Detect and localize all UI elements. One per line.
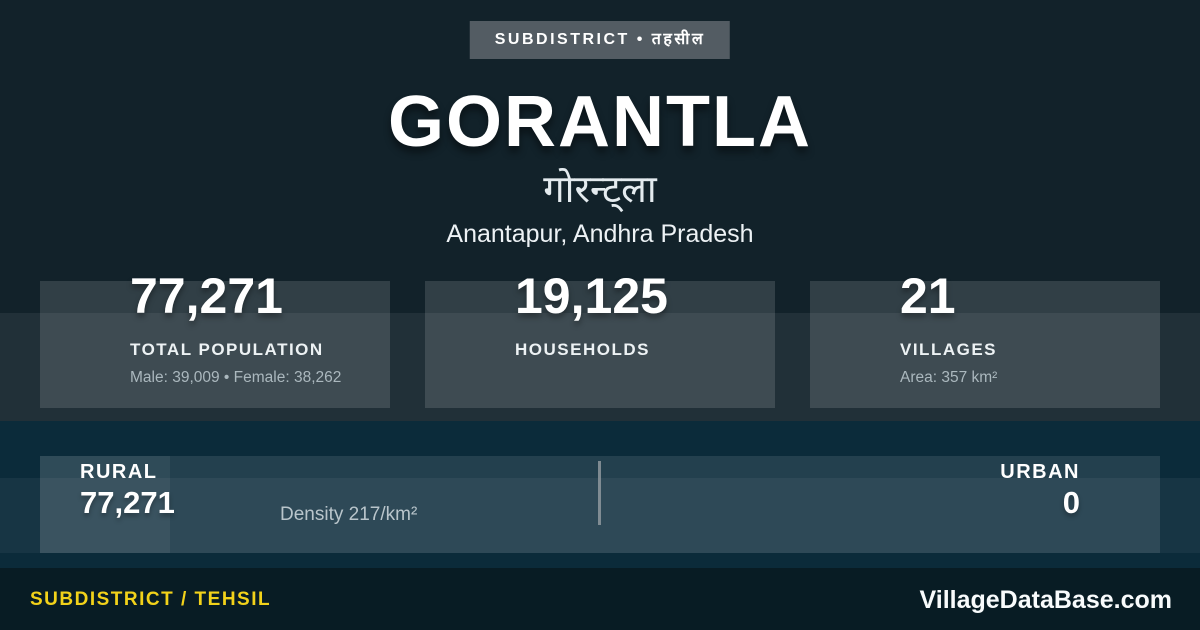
rural-highlight bbox=[40, 456, 170, 553]
villages-label: VILLAGES bbox=[900, 340, 998, 359]
population-detail: Male: 39,009 • Female: 38,262 bbox=[130, 369, 342, 386]
households-label: HOUSEHOLDS bbox=[515, 340, 650, 359]
households-value: 19,125 bbox=[515, 268, 668, 324]
rural-value: 77,271 bbox=[80, 485, 175, 520]
stat-card-villages: 21 VILLAGES Area: 357 km² bbox=[810, 271, 1160, 408]
entity-type-badge: SUBDISTRICT • तहसील bbox=[469, 21, 731, 59]
urban-value: 0 bbox=[1062, 485, 1080, 520]
rural-stat: RURAL 77,271 bbox=[80, 460, 175, 522]
page-title: GORANTLA bbox=[388, 82, 812, 162]
native-script-title: गोरन्ट्ला bbox=[543, 169, 657, 211]
population-label: TOTAL POPULATION bbox=[130, 340, 324, 359]
brand-wordmark: VillageDataBase.com bbox=[919, 586, 1172, 614]
villages-value: 21 bbox=[900, 268, 956, 324]
stat-card-population: 77,271 TOTAL POPULATION Male: 39,009 • F… bbox=[40, 271, 390, 408]
rural-urban-divider bbox=[598, 461, 601, 525]
urban-label: URBAN bbox=[1000, 461, 1080, 483]
villages-area-detail: Area: 357 km² bbox=[900, 369, 998, 386]
urban-stat: URBAN 0 bbox=[1000, 460, 1080, 522]
density-note: Density 217/km² bbox=[280, 504, 418, 525]
population-value: 77,271 bbox=[130, 268, 283, 324]
rural-label: RURAL bbox=[80, 461, 158, 483]
footer bbox=[0, 568, 1200, 630]
location-subtitle: Anantapur, Andhra Pradesh bbox=[446, 220, 754, 248]
stats-band bbox=[0, 313, 1200, 421]
footer-entity-type: SUBDISTRICT / TEHSIL bbox=[30, 589, 272, 610]
stat-card-households: 19,125 HOUSEHOLDS bbox=[425, 271, 775, 408]
